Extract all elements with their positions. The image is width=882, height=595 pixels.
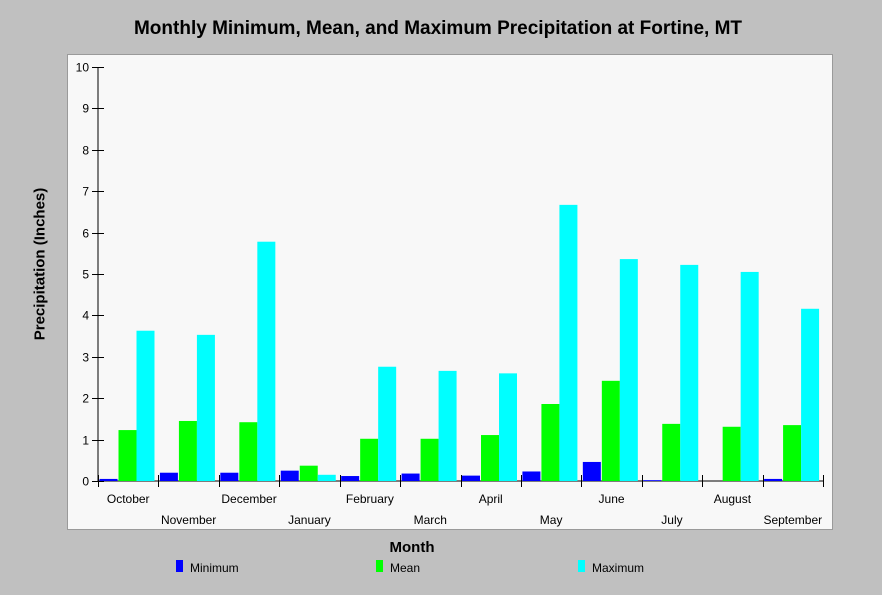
y-tick-label: 8 bbox=[82, 144, 89, 158]
bar-mean-july bbox=[662, 423, 681, 481]
x-tick-label-march: March bbox=[414, 513, 447, 527]
x-tick-label-august: August bbox=[714, 492, 752, 506]
x-tick-label-july: July bbox=[661, 513, 682, 527]
bar-minimum-december bbox=[220, 472, 239, 481]
legend-swatch-mean bbox=[376, 560, 383, 572]
x-tick-label-november: November bbox=[161, 513, 216, 527]
legend-swatch-minimum bbox=[176, 560, 183, 572]
bar-mean-december bbox=[239, 422, 258, 481]
bar-minimum-june bbox=[582, 461, 601, 481]
bar-maximum-february bbox=[378, 366, 397, 481]
bar-minimum-april bbox=[462, 475, 480, 481]
y-tick-label: 3 bbox=[82, 351, 89, 365]
bar-mean-april bbox=[481, 435, 499, 481]
legend-label-mean: Mean bbox=[390, 561, 421, 575]
bar-maximum-november bbox=[196, 334, 215, 481]
x-tick-label-september: September bbox=[763, 513, 822, 527]
y-tick-label: 5 bbox=[82, 268, 89, 282]
bar-minimum-february bbox=[341, 476, 360, 481]
bar-mean-november bbox=[178, 420, 197, 481]
bar-mean-february bbox=[360, 438, 379, 481]
x-tick-label-february: February bbox=[346, 492, 394, 506]
bar-maximum-march bbox=[438, 370, 457, 481]
legend-label-minimum: Minimum bbox=[190, 561, 239, 575]
bar-maximum-october bbox=[136, 330, 155, 481]
bar-minimum-november bbox=[159, 472, 178, 481]
bar-mean-january bbox=[299, 465, 318, 481]
x-tick-label-october: October bbox=[107, 492, 150, 506]
bar-minimum-march bbox=[401, 473, 420, 481]
bar-minimum-september bbox=[764, 478, 783, 481]
bar-minimum-may bbox=[522, 471, 541, 481]
chart-title: Monthly Minimum, Mean, and Maximum Preci… bbox=[133, 18, 743, 39]
x-tick-label-june: June bbox=[599, 492, 625, 506]
bar-maximum-january bbox=[317, 474, 336, 481]
y-tick-label: 6 bbox=[82, 227, 89, 241]
bar-mean-september bbox=[783, 425, 802, 481]
bar-mean-march bbox=[420, 438, 439, 481]
y-tick-label: 0 bbox=[82, 475, 89, 489]
x-tick-label-may: May bbox=[540, 513, 563, 527]
bar-mean-june bbox=[601, 380, 620, 481]
bar-maximum-july bbox=[680, 264, 699, 481]
bar-maximum-june bbox=[619, 259, 638, 481]
bar-mean-october bbox=[118, 430, 137, 481]
x-axis-label: Month bbox=[389, 539, 435, 556]
legend-label-maximum: Maximum bbox=[592, 561, 645, 575]
x-tick-label-january: January bbox=[288, 513, 331, 527]
bar-maximum-december bbox=[257, 241, 276, 481]
y-tick-label: 2 bbox=[82, 392, 89, 406]
x-tick-label-april: April bbox=[479, 492, 503, 506]
legend-swatch-maximum bbox=[578, 560, 585, 572]
y-tick-label: 7 bbox=[82, 185, 89, 199]
y-tick-label: 1 bbox=[82, 434, 89, 448]
bar-mean-may bbox=[541, 403, 560, 481]
y-tick-label: 4 bbox=[82, 309, 89, 323]
bar-maximum-may bbox=[559, 204, 578, 481]
bar-maximum-september bbox=[801, 308, 820, 481]
y-tick-label: 10 bbox=[76, 61, 90, 75]
bar-minimum-october bbox=[99, 478, 118, 481]
x-tick-label-december: December bbox=[221, 492, 276, 506]
bar-minimum-july bbox=[643, 480, 662, 481]
y-tick-label: 9 bbox=[82, 102, 89, 116]
bar-maximum-april bbox=[499, 373, 517, 481]
bar-minimum-january bbox=[280, 470, 299, 481]
bar-mean-august bbox=[722, 426, 741, 481]
bar-maximum-august bbox=[740, 271, 759, 481]
